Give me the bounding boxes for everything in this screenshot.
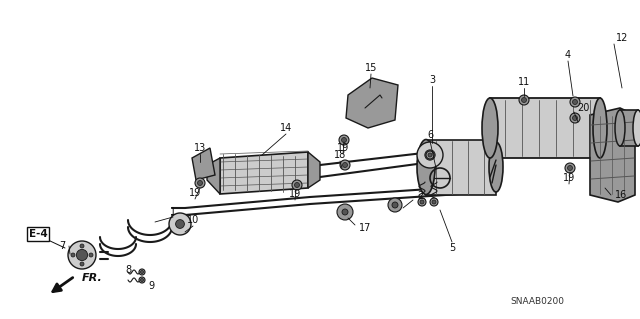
Circle shape <box>139 277 145 283</box>
Text: 10: 10 <box>187 215 199 225</box>
Circle shape <box>568 166 573 170</box>
Circle shape <box>80 244 84 248</box>
Text: E-4: E-4 <box>29 229 47 239</box>
Circle shape <box>570 97 580 107</box>
Circle shape <box>573 100 577 105</box>
Circle shape <box>342 209 348 215</box>
Circle shape <box>519 95 529 105</box>
Circle shape <box>522 98 527 102</box>
Circle shape <box>432 200 436 204</box>
Circle shape <box>294 182 300 188</box>
Text: 16: 16 <box>615 190 627 200</box>
Bar <box>490 98 600 158</box>
Ellipse shape <box>482 98 498 158</box>
Circle shape <box>420 200 424 204</box>
Text: 5: 5 <box>449 243 455 253</box>
Bar <box>620 110 638 146</box>
Circle shape <box>428 153 432 157</box>
Circle shape <box>339 135 349 145</box>
Circle shape <box>340 160 350 170</box>
Text: 19: 19 <box>289 189 301 199</box>
Ellipse shape <box>615 110 625 146</box>
Text: 17: 17 <box>359 223 371 233</box>
Circle shape <box>430 198 438 206</box>
Circle shape <box>392 202 398 208</box>
Circle shape <box>68 241 96 269</box>
Text: 8: 8 <box>125 265 131 275</box>
Text: 14: 14 <box>280 123 292 133</box>
Text: 19: 19 <box>563 173 575 183</box>
Circle shape <box>141 278 143 281</box>
Text: 19: 19 <box>337 143 349 153</box>
Circle shape <box>388 198 402 212</box>
Circle shape <box>426 151 434 159</box>
Text: 4: 4 <box>565 50 571 60</box>
Circle shape <box>342 162 348 167</box>
Text: 18: 18 <box>334 150 346 160</box>
Circle shape <box>570 113 580 123</box>
Circle shape <box>342 137 346 143</box>
Ellipse shape <box>633 110 640 146</box>
Text: 13: 13 <box>194 143 206 153</box>
Text: 6: 6 <box>427 130 433 140</box>
Circle shape <box>141 271 143 273</box>
Ellipse shape <box>593 98 607 158</box>
Text: FR.: FR. <box>82 273 103 283</box>
Polygon shape <box>207 158 220 194</box>
Circle shape <box>76 249 88 261</box>
Circle shape <box>89 253 93 257</box>
Circle shape <box>139 269 145 275</box>
Text: 2: 2 <box>417 191 423 201</box>
Text: 20: 20 <box>577 103 589 113</box>
Ellipse shape <box>417 139 435 195</box>
Circle shape <box>573 115 577 121</box>
Polygon shape <box>192 148 215 180</box>
Text: 15: 15 <box>365 63 377 73</box>
Text: 11: 11 <box>518 77 530 87</box>
Circle shape <box>198 181 202 186</box>
Polygon shape <box>308 152 320 188</box>
Circle shape <box>71 253 75 257</box>
Circle shape <box>80 262 84 266</box>
Text: SNAAB0200: SNAAB0200 <box>510 298 564 307</box>
Polygon shape <box>220 152 308 194</box>
Circle shape <box>565 163 575 173</box>
Text: 12: 12 <box>616 33 628 43</box>
Circle shape <box>195 178 205 188</box>
Circle shape <box>425 150 435 160</box>
Circle shape <box>417 142 443 168</box>
Polygon shape <box>590 108 635 202</box>
Bar <box>426 140 496 195</box>
Circle shape <box>169 213 191 235</box>
Polygon shape <box>346 78 398 128</box>
Circle shape <box>292 180 302 190</box>
Text: 9: 9 <box>148 281 154 291</box>
Text: 7: 7 <box>59 241 65 251</box>
Circle shape <box>418 198 426 206</box>
Text: 1: 1 <box>170 207 176 217</box>
Circle shape <box>337 204 353 220</box>
Circle shape <box>175 219 184 228</box>
Text: 3: 3 <box>429 75 435 85</box>
Text: 19: 19 <box>189 188 201 198</box>
Ellipse shape <box>489 142 503 192</box>
